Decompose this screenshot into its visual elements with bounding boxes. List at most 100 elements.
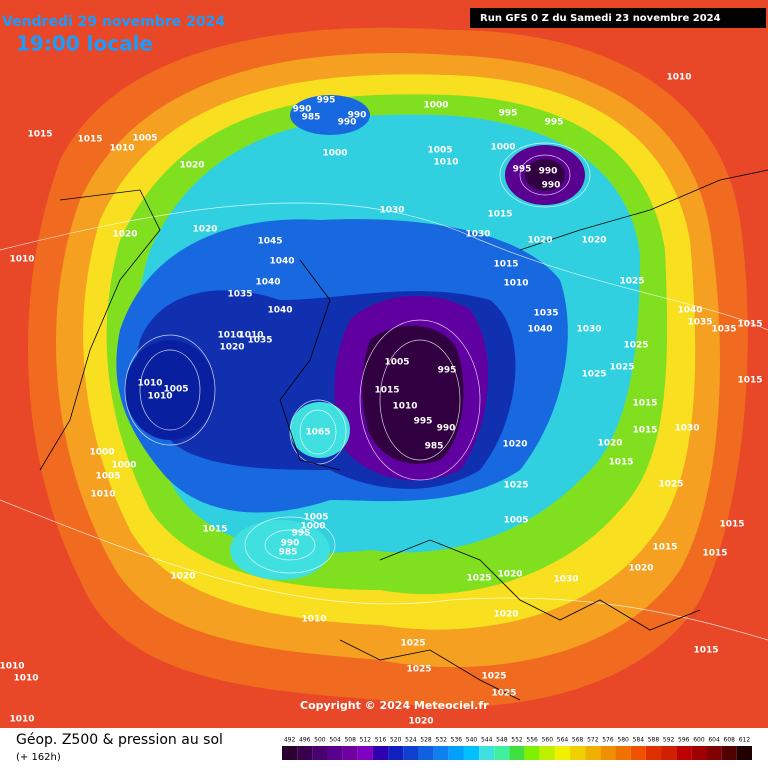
legend-label: 580 — [617, 737, 629, 744]
pressure-label: 990 — [338, 118, 357, 128]
copyright: Copyright © 2024 Meteociel.fr — [300, 699, 489, 712]
legend-label: 560 — [542, 737, 554, 744]
legend-swatch — [372, 746, 389, 760]
pressure-label: 1020 — [581, 236, 606, 246]
pressure-label: 1015 — [27, 130, 52, 140]
pressure-label: 1010 — [666, 73, 691, 83]
legend-swatch — [388, 746, 404, 760]
legend-swatch — [403, 746, 419, 760]
pressure-label: 1010 — [238, 331, 263, 341]
pressure-label: 985 — [302, 113, 321, 123]
legend-swatch — [570, 746, 586, 760]
legend-swatch — [600, 746, 616, 760]
pressure-label: 1015 — [77, 135, 102, 145]
pressure-label: 1025 — [609, 363, 634, 373]
legend-label: 568 — [572, 737, 584, 744]
legend-swatch — [342, 746, 358, 760]
legend-swatch — [585, 746, 601, 760]
coastlines — [39, 169, 768, 701]
pressure-label: 1010 — [301, 615, 326, 625]
pressure-label: 1025 — [619, 277, 644, 287]
pressure-label: 985 — [279, 548, 298, 558]
legend-label: 548 — [496, 737, 508, 744]
pressure-label: 990 — [437, 424, 456, 434]
pressure-label: 995 — [317, 96, 336, 106]
pressure-label: 1005 — [303, 513, 328, 523]
pressure-label: 1015 — [374, 386, 399, 396]
pressure-label: 995 — [499, 109, 518, 119]
pressure-label: 1010 — [109, 144, 134, 154]
legend-swatch — [448, 746, 464, 760]
pressure-label: 1025 — [491, 689, 516, 699]
pressure-label: 1040 — [677, 306, 702, 316]
pressure-label: 1000 — [89, 448, 114, 458]
pressure-label: 1030 — [576, 325, 601, 335]
pressure-label: 1005 — [132, 134, 157, 144]
legend-swatch — [706, 746, 722, 760]
run-box — [470, 8, 766, 28]
pressure-label: 1020 — [497, 570, 522, 580]
legend-label: 572 — [587, 737, 599, 744]
pressure-label: 1005 — [384, 358, 409, 368]
legend-swatch — [721, 746, 737, 760]
legend-label: 508 — [344, 737, 356, 744]
legend-swatch — [630, 746, 646, 760]
pressure-label: 1035 — [533, 309, 558, 319]
pressure-label: 1065 — [305, 428, 330, 438]
pressure-label: 995 — [513, 165, 532, 175]
pressure-label: 1040 — [267, 306, 292, 316]
pressure-label: 990 — [348, 111, 367, 121]
legend-label: 608 — [724, 737, 736, 744]
pressure-label: 1010 — [217, 331, 242, 341]
legend-swatch — [524, 746, 540, 760]
pressure-label: 1025 — [481, 672, 506, 682]
pressure-label: 1015 — [652, 543, 677, 553]
legend-label: 532 — [435, 737, 447, 744]
pressure-label: 1010 — [433, 158, 458, 168]
legend-swatch — [691, 746, 707, 760]
pressure-label: 990 — [539, 167, 558, 177]
legend-swatch — [357, 746, 373, 760]
pressure-label: 1025 — [400, 639, 425, 649]
pressure-label: 1035 — [711, 325, 736, 335]
legend-swatch — [615, 746, 631, 760]
pressure-label: 1020 — [170, 572, 195, 582]
legend-label: 500 — [314, 737, 326, 744]
legend-label: 536 — [451, 737, 463, 744]
pressure-label: 1015 — [632, 399, 657, 409]
pressure-label: 1020 — [408, 717, 433, 727]
forecast-time: 19:00 locale — [16, 32, 153, 56]
pressure-label: 1010 — [0, 662, 25, 672]
pressure-label: 1045 — [257, 237, 282, 247]
pressure-label: 1000 — [111, 461, 136, 471]
legend-label: 592 — [663, 737, 675, 744]
legend-swatch — [509, 746, 525, 760]
legend-swatch — [327, 746, 343, 760]
pressure-label: 1015 — [202, 525, 227, 535]
forecast-date: Vendredi 29 novembre 2024 — [2, 14, 225, 30]
pressure-label: 1020 — [527, 236, 552, 246]
pressure-label: 1015 — [693, 646, 718, 656]
legend-label: 596 — [678, 737, 690, 744]
legend-label: 516 — [375, 737, 387, 744]
pressure-label: 1005 — [163, 385, 188, 395]
pressure-label: 1030 — [674, 424, 699, 434]
pressure-label: 1040 — [527, 325, 552, 335]
pressure-label: 1025 — [466, 574, 491, 584]
pressure-label: 1000 — [490, 143, 515, 153]
legend-label: 556 — [526, 737, 538, 744]
legend-swatch — [554, 746, 571, 760]
pressure-label: 1010 — [13, 674, 38, 684]
pressure-label: 1030 — [379, 206, 404, 216]
legend-label: 496 — [299, 737, 311, 744]
pressure-label: 1010 — [90, 490, 115, 500]
pressure-label: 1015 — [737, 320, 762, 330]
isobars — [0, 142, 768, 641]
legend-swatch — [539, 746, 555, 760]
pressure-label: 1015 — [632, 426, 657, 436]
pressure-label: 1030 — [465, 230, 490, 240]
legend-label: 612 — [739, 737, 751, 744]
pressure-label: 1035 — [227, 290, 252, 300]
